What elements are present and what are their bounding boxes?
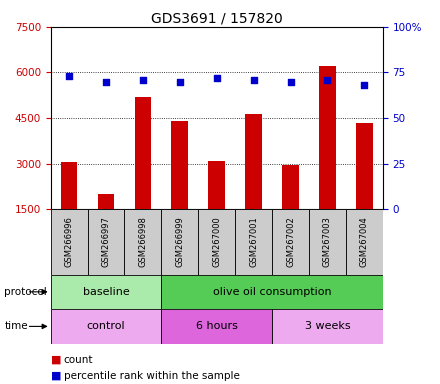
Bar bbox=[246, 114, 262, 209]
FancyBboxPatch shape bbox=[346, 209, 383, 275]
Text: GSM267001: GSM267001 bbox=[249, 217, 258, 267]
Point bbox=[66, 73, 73, 79]
Point bbox=[176, 79, 183, 85]
Text: GSM267003: GSM267003 bbox=[323, 217, 332, 267]
FancyBboxPatch shape bbox=[161, 275, 383, 309]
Point bbox=[213, 75, 220, 81]
FancyBboxPatch shape bbox=[161, 209, 198, 275]
FancyBboxPatch shape bbox=[51, 209, 88, 275]
Point bbox=[250, 77, 257, 83]
Text: GSM267002: GSM267002 bbox=[286, 217, 295, 267]
Bar bbox=[61, 162, 77, 209]
FancyBboxPatch shape bbox=[309, 209, 346, 275]
FancyBboxPatch shape bbox=[235, 209, 272, 275]
Text: 3 weeks: 3 weeks bbox=[304, 321, 350, 331]
Point bbox=[287, 79, 294, 85]
Text: GSM267000: GSM267000 bbox=[212, 217, 221, 267]
FancyBboxPatch shape bbox=[272, 209, 309, 275]
Text: count: count bbox=[64, 355, 93, 365]
Bar bbox=[356, 122, 373, 209]
FancyBboxPatch shape bbox=[161, 309, 272, 344]
Bar bbox=[135, 97, 151, 209]
Bar bbox=[172, 121, 188, 209]
FancyBboxPatch shape bbox=[51, 309, 161, 344]
Point bbox=[361, 82, 368, 88]
Text: GSM266999: GSM266999 bbox=[175, 217, 184, 267]
Text: 6 hours: 6 hours bbox=[196, 321, 238, 331]
Text: control: control bbox=[87, 321, 125, 331]
FancyBboxPatch shape bbox=[88, 209, 125, 275]
Bar bbox=[282, 165, 299, 209]
Bar bbox=[98, 194, 114, 209]
Point bbox=[139, 77, 147, 83]
Text: GSM267004: GSM267004 bbox=[360, 217, 369, 267]
Text: ■: ■ bbox=[51, 371, 61, 381]
Bar bbox=[209, 161, 225, 209]
Text: olive oil consumption: olive oil consumption bbox=[213, 287, 331, 297]
FancyBboxPatch shape bbox=[51, 275, 161, 309]
Text: baseline: baseline bbox=[83, 287, 129, 297]
Text: GSM266998: GSM266998 bbox=[138, 217, 147, 267]
FancyBboxPatch shape bbox=[272, 309, 383, 344]
Text: time: time bbox=[4, 321, 28, 331]
Text: ■: ■ bbox=[51, 355, 61, 365]
Text: GSM266997: GSM266997 bbox=[102, 217, 110, 267]
FancyBboxPatch shape bbox=[125, 209, 161, 275]
Point bbox=[103, 79, 110, 85]
Bar bbox=[319, 66, 336, 209]
Text: percentile rank within the sample: percentile rank within the sample bbox=[64, 371, 240, 381]
FancyBboxPatch shape bbox=[198, 209, 235, 275]
Title: GDS3691 / 157820: GDS3691 / 157820 bbox=[151, 12, 282, 26]
Point bbox=[324, 77, 331, 83]
Text: GSM266996: GSM266996 bbox=[65, 217, 73, 267]
Text: protocol: protocol bbox=[4, 287, 47, 297]
